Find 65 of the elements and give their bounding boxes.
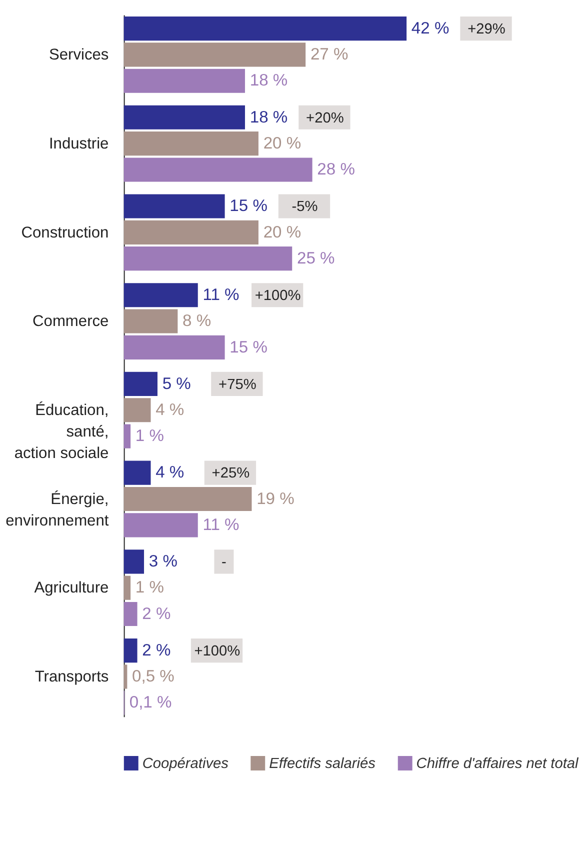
bar: [124, 158, 312, 182]
data-label: 11 %: [202, 284, 240, 304]
bar: [124, 550, 144, 574]
bar: [124, 105, 245, 130]
bar: [124, 398, 151, 422]
data-label: 0,1 %: [129, 692, 172, 712]
data-label: 0,5 %: [132, 666, 175, 686]
data-label: 8 %: [182, 311, 212, 330]
bar: [124, 246, 292, 271]
bar: [124, 576, 131, 600]
data-label: 18 %: [250, 107, 288, 126]
data-label: 20 %: [263, 133, 302, 152]
data-label: 4 %: [156, 462, 184, 482]
bar: [124, 132, 258, 156]
data-label: 3 %: [148, 552, 178, 571]
data-label: 15 %: [230, 337, 268, 356]
annotation: -5%: [292, 199, 318, 216]
data-label: 42 %: [411, 18, 450, 38]
text: +29%: [468, 21, 506, 38]
bar: [124, 68, 245, 93]
y-tick-label: Construction: [21, 224, 109, 242]
data-label: 18 %: [250, 70, 288, 90]
legend-label: Chiffre d'affaires net total: [416, 756, 580, 772]
data-label: 11 %: [202, 515, 240, 534]
data-label: 4 %: [156, 400, 184, 420]
bar: [124, 486, 252, 512]
bar: [124, 460, 151, 485]
y-tick-label: Industrie: [48, 135, 109, 152]
data-label: 27 %: [310, 44, 348, 64]
data-label: 15 %: [230, 196, 268, 216]
bar: [124, 372, 158, 396]
bar: [124, 513, 198, 538]
bar: [124, 16, 407, 41]
annotation: +75%: [218, 376, 256, 393]
bar: [124, 602, 138, 626]
annotation: +100%: [254, 288, 301, 304]
data-label: 2 %: [142, 640, 171, 660]
annotation: +20%: [306, 110, 344, 126]
bar: [124, 424, 131, 448]
bar: [124, 638, 138, 663]
legend-label: Effectifs salariés: [269, 756, 376, 772]
y-tick-label: Éducation, santé, action sociale: [14, 401, 109, 462]
y-tick-label: Transports: [34, 668, 109, 686]
annotation: -: [222, 554, 227, 571]
bar: [124, 283, 198, 308]
bar: [124, 194, 225, 218]
bar: [124, 309, 178, 334]
annotation: +25%: [212, 466, 250, 482]
y-tick-label: Énergie, environnement: [6, 490, 110, 530]
data-label: 20 %: [263, 222, 302, 242]
legend-label: Coopératives: [142, 756, 228, 772]
y-tick-label: Agriculture: [34, 580, 109, 597]
y-tick-label: Commerce: [32, 313, 109, 330]
bar: [124, 220, 258, 244]
annotation: +100%: [194, 643, 240, 660]
data-label: 1 %: [135, 578, 164, 597]
data-label: 5 %: [162, 374, 192, 393]
bar: [124, 42, 306, 67]
data-label: 19 %: [256, 488, 295, 508]
bar: [124, 335, 225, 360]
y-tick-label: Services: [48, 46, 109, 64]
data-label: 28 %: [317, 160, 356, 179]
data-label: 1 %: [135, 426, 164, 446]
data-label: 2 %: [142, 604, 171, 623]
data-label: 25 %: [296, 248, 336, 268]
